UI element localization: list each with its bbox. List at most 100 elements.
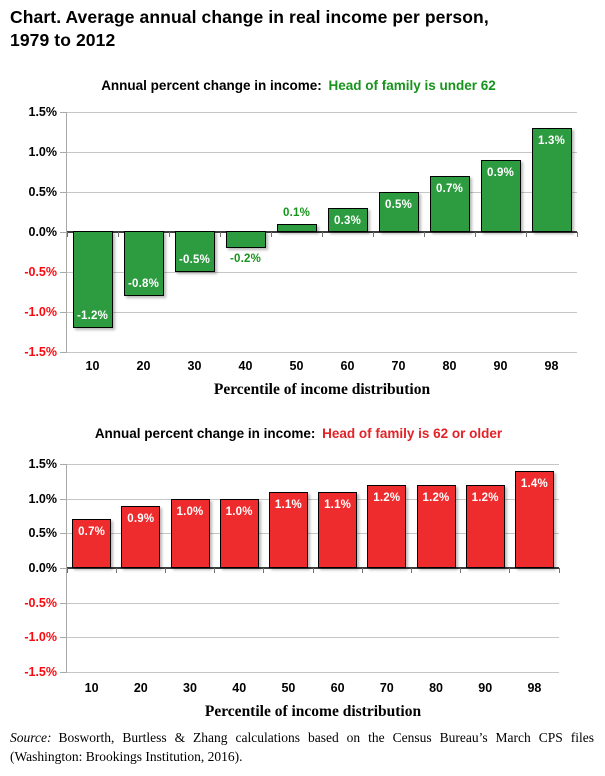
bar-30 — [170, 498, 210, 568]
bar-80 — [429, 176, 470, 232]
x-tick-label: 80 — [442, 359, 457, 373]
gridline — [67, 637, 559, 639]
x-axis-labels: 10 20 30 40 50 60 70 80 90 98 — [67, 681, 559, 695]
source-text: Bosworth, Burtless & Zhang calculations … — [10, 730, 594, 764]
chart-under-62: Annual percent change in income: Head of… — [0, 70, 605, 410]
y-axis-label: -1.0% — [24, 630, 57, 645]
x-tick-label: 40 — [238, 359, 253, 373]
bar-98 — [531, 128, 572, 232]
category-tick — [66, 568, 68, 573]
x-tick-label: 30 — [187, 359, 202, 373]
bar-value-label: -0.2% — [229, 253, 262, 265]
x-tick-label: 70 — [391, 359, 406, 373]
bar-value-label: 0.7% — [78, 526, 106, 539]
bar-40 — [225, 231, 266, 248]
category-tick — [164, 568, 166, 573]
x-tick-label: 10 — [84, 681, 99, 695]
bar-30 — [174, 231, 215, 272]
y-axis-tick — [60, 312, 67, 313]
bar-50 — [268, 491, 308, 568]
x-tick-label: 90 — [493, 359, 508, 373]
category-tick — [509, 568, 511, 573]
gridline — [67, 672, 559, 673]
y-axis-label: 0.5% — [28, 185, 58, 199]
category-tick — [361, 568, 363, 573]
y-axis-tick — [60, 272, 67, 273]
x-axis-title: Percentile of income distribution — [213, 381, 431, 398]
category-tick — [576, 232, 578, 237]
category-tick — [372, 232, 374, 237]
subtitle-highlight: Head of family is under 62 — [328, 78, 496, 93]
bar-value-label: 1.3% — [537, 135, 565, 147]
category-tick — [66, 232, 68, 237]
y-axis-tick — [60, 498, 67, 500]
x-tick-label: 98 — [544, 359, 559, 373]
source-label: Source: — [10, 730, 52, 745]
category-tick — [474, 232, 476, 237]
category-tick — [219, 232, 221, 237]
y-axis-tick — [60, 672, 67, 673]
bar-value-label: 0.5% — [384, 199, 412, 211]
x-tick-label: 90 — [478, 681, 493, 695]
y-axis-tick — [60, 602, 67, 604]
x-tick-label: 70 — [379, 681, 394, 695]
bar-60 — [318, 491, 358, 568]
bar-70 — [378, 192, 419, 232]
plot-area: 1.5% 1.0% 0.5% 0.0% -0.5% -1.0% -1.5% -1.2% -0.8… — [24, 105, 578, 359]
y-axis-tick — [60, 464, 67, 465]
subtitle-prefix: Annual percent change in income: — [94, 426, 316, 441]
category-tick — [214, 568, 216, 573]
bar-70 — [367, 484, 407, 568]
y-axis-label: -1.5% — [24, 345, 57, 359]
bar-90 — [465, 484, 505, 568]
bar-90 — [480, 160, 521, 232]
category-tick — [115, 568, 117, 573]
gridline — [67, 112, 577, 113]
bar-20 — [123, 231, 164, 296]
y-axis-label: 1.5% — [28, 105, 58, 119]
x-tick-label: 30 — [183, 681, 197, 695]
bar-10 — [72, 231, 113, 328]
gridline — [67, 272, 577, 273]
x-tick-label: 10 — [85, 359, 100, 373]
bar-value-label: 1.2% — [422, 491, 450, 504]
gridline — [67, 602, 559, 604]
bar-value-label: 1.2% — [471, 491, 499, 504]
bar-value-label: 0.3% — [333, 215, 361, 227]
y-axis-tick — [60, 568, 67, 569]
category-tick — [525, 232, 527, 237]
bar-value-label: 0.9% — [127, 512, 155, 525]
gridline — [67, 152, 577, 153]
x-tick-label: 50 — [281, 681, 296, 695]
chart-62-or-older: Annual percent change in income: Head of… — [0, 418, 605, 730]
y-axis-label: -1.0% — [24, 305, 57, 319]
bar-value-label: 0.7% — [435, 183, 463, 195]
source-note: Source: Bosworth, Burtless & Zhang calcul… — [10, 729, 594, 766]
bar-value-label: 0.1% — [282, 207, 310, 219]
bar-value-label: 1.0% — [176, 505, 204, 518]
bar-value-label: 1.1% — [324, 498, 352, 511]
y-axis-tick — [60, 152, 67, 153]
bar-20 — [121, 505, 161, 568]
y-axis-label: -0.5% — [24, 265, 57, 279]
gridline — [67, 498, 559, 500]
gridline — [67, 312, 577, 313]
subtitle-highlight: Head of family is 62 or older — [322, 426, 503, 441]
x-axis-title: Percentile of income distribution — [204, 703, 422, 720]
y-axis-tick — [60, 112, 67, 113]
x-tick-label: 60 — [340, 359, 355, 373]
gridline — [67, 192, 577, 193]
bar-10 — [72, 519, 112, 568]
category-tick — [410, 568, 412, 573]
x-tick-label: 60 — [330, 681, 345, 695]
gridline — [67, 464, 559, 465]
y-axis-label: 0.0% — [28, 561, 58, 575]
bar-value-label: -0.8% — [127, 278, 160, 290]
category-tick — [270, 232, 272, 237]
y-axis-label: 1.0% — [28, 145, 58, 159]
bar-50 — [276, 224, 317, 232]
x-tick-label: 80 — [429, 681, 443, 695]
bar-value-label: 1.4% — [520, 477, 548, 490]
x-tick-label: 20 — [133, 681, 148, 695]
